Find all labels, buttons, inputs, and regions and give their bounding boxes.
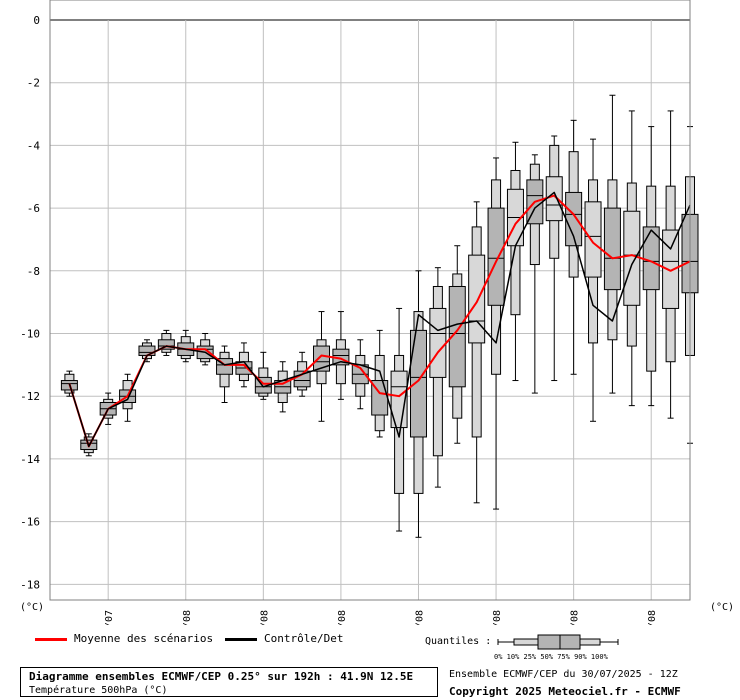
ensemble-box [60, 370, 78, 397]
axis-layer: 0 -2 -4 -6 -8 -10 -12 -14 -16 -18 31/07 01/08 02/08 0… [20, 0, 734, 625]
y-tick-label: -12 [20, 390, 40, 403]
y-tick-label: -8 [27, 265, 40, 278]
line-layer [68, 191, 691, 448]
box-p25-p75 [603, 207, 621, 291]
copyright: Copyright 2025 Meteociel.fr - ECMWF [449, 685, 681, 698]
ensemble-box [545, 135, 563, 382]
box-p25-p75 [313, 345, 331, 372]
y-tick-label: -2 [27, 77, 40, 90]
box-p25-p75 [487, 207, 505, 306]
x-tick-label: 31/07 [104, 610, 115, 625]
control-series-line [68, 191, 691, 448]
chart-subtitle: Température 500hPa (°C) [29, 685, 168, 696]
y-tick-label: -4 [27, 139, 41, 152]
quantiles-key-p25-p75 [537, 634, 581, 650]
y-tick-label: -6 [27, 202, 40, 215]
chart-title: Diagramme ensembles ECMWF/CEP 0.25° sur … [29, 670, 414, 683]
ensemble-box [351, 339, 369, 410]
ensemble-box [274, 361, 292, 413]
x-tick-label: 04/08 [414, 610, 425, 625]
y-tick-label: -16 [20, 516, 40, 529]
box-p25-p75 [545, 176, 563, 222]
ensemble-box [487, 157, 505, 510]
ensemble-box [623, 110, 641, 407]
x-tick-label: 02/08 [259, 610, 270, 625]
box-p25-p75 [448, 285, 466, 388]
box-layer [60, 94, 699, 538]
ensemble-box [468, 201, 486, 504]
ensemble-box [332, 311, 350, 400]
quantiles-key [497, 634, 619, 650]
ensemble-box [429, 267, 447, 488]
x-tick-label: 07/08 [647, 610, 658, 625]
legend-mean-swatch [35, 638, 67, 641]
box-p25-p75 [429, 307, 447, 378]
y-tick-label: -14 [20, 453, 40, 466]
ensemble-box [565, 119, 583, 375]
ensemble-box [584, 138, 602, 422]
legend-mean-label: Moyenne des scénarios [74, 632, 214, 645]
y-axis-unit-right: (°C) [710, 602, 734, 613]
chart-title-box: Diagramme ensembles ECMWF/CEP 0.25° sur … [20, 667, 438, 697]
box-p25-p75 [623, 210, 641, 306]
ensemble-box [526, 154, 544, 394]
box-p25-p75 [138, 345, 156, 356]
y-tick-label: -18 [20, 578, 40, 591]
legend-det-label: Contrôle/Det [264, 632, 344, 645]
ensemble-box [662, 110, 680, 419]
ensemble-box [371, 329, 389, 438]
ensemble-box [409, 270, 427, 538]
ensemble-box [177, 329, 195, 363]
ensemble-box [157, 329, 175, 356]
box-p25-p75 [584, 201, 602, 278]
y-tick-label: -10 [20, 328, 40, 341]
ensemble-box [254, 351, 272, 400]
quantiles-label: Quantiles : [425, 636, 492, 647]
run-info: Ensemble ECMWF/CEP du 30/07/2025 - 12Z [449, 669, 678, 680]
plot-frame [49, 0, 691, 601]
ensemble-box [642, 126, 660, 407]
x-tick-label: 01/08 [182, 610, 193, 625]
box-p25-p75 [409, 329, 427, 438]
x-tick-label: 05/08 [492, 610, 503, 625]
ensemble-box [448, 245, 466, 444]
box-p25-p75 [468, 254, 486, 344]
ensemble-boxplot-chart: 0 -2 -4 -6 -8 -10 -12 -14 -16 -18 31/07 01/08 02/08 0… [20, 0, 734, 625]
x-tick-label: 06/08 [570, 610, 581, 625]
legend-det-swatch [225, 638, 257, 641]
ensemble-box [603, 94, 621, 394]
y-axis-unit-left: (°C) [20, 602, 44, 613]
ensemble-box [138, 339, 156, 363]
y-tick-label: 0 [33, 14, 40, 27]
x-tick-label: 03/08 [337, 610, 348, 625]
ensemble-box [506, 141, 524, 382]
quantiles-key-labels: 0% 10% 25% 50% 75% 90% 100% [494, 653, 608, 661]
ensemble-box [216, 345, 234, 403]
box-p25-p75 [157, 339, 175, 350]
box-p25-p75 [662, 229, 680, 309]
